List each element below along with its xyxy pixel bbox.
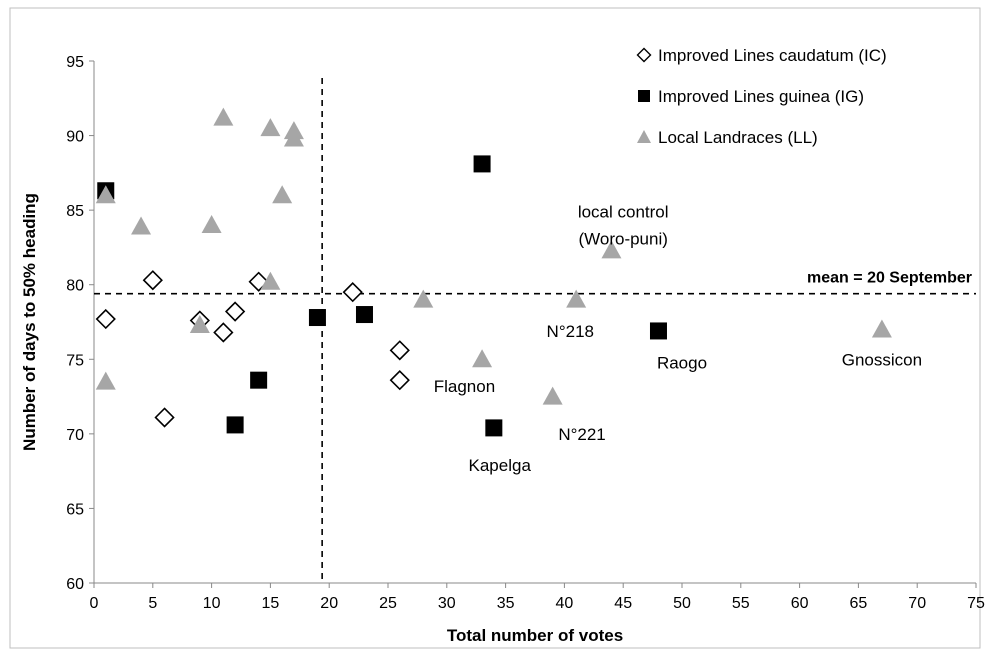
ig-point	[308, 309, 326, 327]
x-axis-label: Total number of votes	[447, 626, 623, 645]
x-tick-label: 60	[791, 595, 809, 612]
ll-point	[201, 215, 222, 234]
y-tick-label: 75	[66, 352, 84, 369]
x-tick-label: 65	[850, 595, 868, 612]
ig-point	[355, 306, 373, 324]
ic-point	[154, 407, 175, 428]
square-marker-icon	[638, 90, 650, 102]
point-annotation: Kapelga	[469, 456, 532, 475]
y-axis-label: Number of days to 50% heading	[20, 193, 39, 451]
x-tick-label: 75	[967, 595, 985, 612]
x-tick-group: 0 5 10 15 20 25 30 35 40 45 50 55 60 65 70 75	[90, 583, 985, 612]
ll-point	[260, 118, 281, 137]
ll-point	[95, 371, 116, 390]
legend-item-ll: Local Landraces (LL)	[637, 128, 818, 147]
legend-item-ic: Improved Lines caudatum (IC)	[636, 46, 887, 65]
legend-label: Improved Lines caudatum (IC)	[658, 46, 887, 65]
ig-point	[649, 322, 667, 340]
ll-point	[213, 107, 234, 126]
x-tick-label: 5	[148, 595, 157, 612]
x-tick-label: 0	[90, 595, 99, 612]
point-annotation: N°218	[547, 322, 594, 341]
legend-label: Local Landraces (LL)	[658, 128, 818, 147]
ll-point	[95, 185, 116, 204]
x-tick-label: 20	[320, 595, 338, 612]
x-tick-label: 70	[908, 595, 926, 612]
x-tick-label: 45	[614, 595, 632, 612]
triangle-marker-icon	[637, 130, 651, 143]
data-marks	[95, 107, 892, 437]
axes	[93, 61, 976, 584]
ic-point	[224, 301, 246, 322]
x-tick-label: 25	[379, 595, 397, 612]
reference-lines: mean = 20 September	[94, 78, 976, 583]
chart-border	[9, 7, 981, 649]
ll-point	[542, 386, 563, 405]
legend-label: Improved Lines guinea (IG)	[658, 87, 864, 106]
point-annotation: Flagnon	[434, 377, 495, 396]
x-tick-label: 15	[262, 595, 280, 612]
legend: Improved Lines caudatum (IC) Improved Lin…	[636, 46, 887, 147]
point-annotation: (Woro-puni)	[578, 229, 667, 248]
point-annotation: local control	[578, 203, 669, 222]
ig-point	[250, 371, 268, 389]
y-tick-label: 60	[66, 576, 84, 593]
x-tick-label: 50	[673, 595, 691, 612]
ll-point	[272, 185, 293, 204]
ll-point	[413, 289, 434, 308]
ll-point	[601, 240, 622, 259]
ig-point	[473, 155, 491, 173]
ll-point	[131, 216, 152, 235]
ic-point	[95, 308, 116, 330]
ic-point	[142, 270, 163, 291]
ig-point	[226, 416, 244, 434]
mean-line-label: mean = 20 September	[807, 270, 972, 287]
legend-item-ig: Improved Lines guinea (IG)	[638, 87, 864, 106]
ll-point	[283, 128, 304, 147]
x-tick-label: 10	[203, 595, 221, 612]
x-tick-label: 40	[556, 595, 574, 612]
y-tick-label: 90	[66, 129, 84, 146]
y-tick-label: 65	[66, 501, 84, 518]
y-tick-label: 70	[66, 427, 84, 444]
ll-point	[566, 289, 587, 308]
ll-point	[871, 319, 892, 338]
point-annotation: N°221	[558, 425, 605, 444]
ic-point	[342, 282, 363, 303]
y-tick-label: 85	[66, 203, 84, 220]
ll-point	[189, 314, 210, 333]
ll-point	[260, 271, 281, 290]
point-annotations: local control (Woro-puni) N°218 Raogo Gnossi…	[434, 203, 922, 476]
x-tick-label: 30	[438, 595, 456, 612]
y-tick-label: 80	[66, 278, 84, 295]
y-tick-group: 60 65 70 75 80 85 90 95	[66, 54, 94, 593]
x-tick-label: 35	[497, 595, 515, 612]
x-tick-label: 55	[732, 595, 750, 612]
ig-point	[485, 419, 503, 437]
point-annotation: Raogo	[657, 353, 707, 372]
ic-point	[389, 340, 410, 361]
ic-point	[389, 370, 410, 391]
ic-point	[213, 322, 234, 343]
diamond-marker-icon	[636, 47, 652, 63]
y-tick-label: 95	[66, 54, 84, 71]
point-annotation: Gnossicon	[842, 350, 922, 369]
ll-point	[472, 349, 493, 368]
